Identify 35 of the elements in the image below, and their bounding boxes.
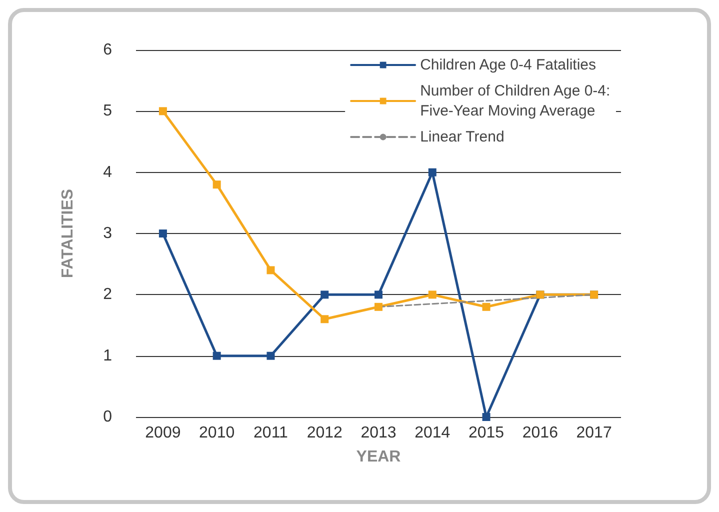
x-axis-title: YEAR [356,448,402,466]
x-tick-label: 2011 [254,424,288,442]
legend-label: Children Age 0-4 Fatalities [420,56,596,74]
x-tick-label: 2017 [576,424,612,442]
x-tick-label: 2010 [199,424,235,442]
point [212,352,221,360]
y-tick-label: 4 [103,164,112,181]
y-tick-label: 0 [103,408,112,426]
point [158,230,167,238]
x-tick-label: 2013 [360,424,396,442]
y-axis-title: FATALITIES [60,188,76,278]
point [266,352,275,360]
point [266,266,275,274]
point [482,302,490,311]
x-tick-label: 2009 [145,424,181,442]
y-tick-label: 5 [103,102,112,120]
point [482,413,490,421]
x-tick-label: 2015 [468,424,504,442]
x-tick-label: 2014 [414,424,450,442]
x-tick-label: 2016 [522,424,558,442]
point [428,168,436,176]
point [212,180,221,189]
x-tick-label: 2012 [306,424,343,442]
y-tick-label: 2 [103,286,112,304]
legend-label: Linear Trend [420,128,504,146]
legend-label: Number of Children Age 0-4: Five-Year Moving Average [420,82,610,120]
point [320,290,329,299]
point [374,290,382,299]
point [428,290,436,299]
point [320,315,329,324]
y-tick-label: 1 [103,347,112,364]
y-tick-label: 6 [103,42,112,58]
point [158,107,167,116]
y-tick-label: 3 [103,225,112,242]
point [374,302,382,311]
